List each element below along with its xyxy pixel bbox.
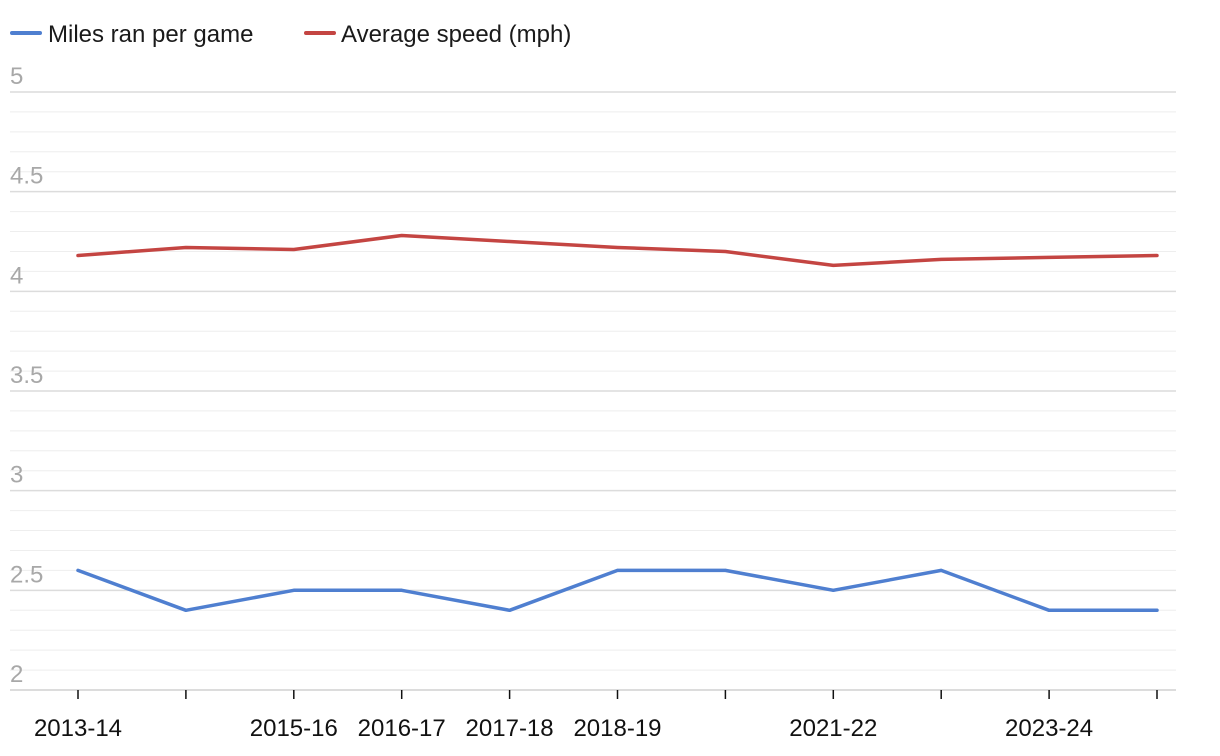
data-point bbox=[1047, 255, 1051, 259]
x-tick-label: 2021-22 bbox=[789, 715, 877, 742]
grid-lines bbox=[10, 91, 1176, 691]
data-point bbox=[1155, 608, 1159, 612]
data-point bbox=[939, 568, 943, 572]
data-point bbox=[184, 608, 188, 612]
data-point bbox=[616, 245, 619, 249]
series-lines bbox=[76, 233, 1159, 613]
y-tick-label: 4 bbox=[10, 262, 23, 289]
x-tick-label: 2023-24 bbox=[1005, 715, 1093, 742]
data-point bbox=[400, 234, 404, 238]
y-tick-label: 5 bbox=[10, 63, 23, 90]
x-tick-label: 2016-17 bbox=[358, 715, 446, 742]
legend-entry-miles: Miles ran per game bbox=[10, 21, 253, 48]
data-point bbox=[723, 568, 727, 572]
y-tick-label: 4.5 bbox=[10, 163, 43, 190]
data-point bbox=[508, 240, 512, 243]
y-axis-ticks: 2 2.5 3 3.5 4 4.5 5 bbox=[10, 63, 43, 688]
data-point bbox=[939, 257, 943, 261]
x-tick-label: 2018-19 bbox=[573, 715, 661, 742]
x-axis: 2013-14 2015-16 2016-17 2017-18 2018-19 2021-… bbox=[10, 689, 1176, 742]
data-point bbox=[831, 263, 835, 267]
data-point bbox=[76, 253, 80, 257]
legend-label-speed: Average speed (mph) bbox=[341, 21, 571, 48]
y-tick-label: 2.5 bbox=[10, 561, 43, 588]
data-point bbox=[292, 247, 296, 251]
data-point bbox=[508, 608, 512, 612]
data-point bbox=[1047, 608, 1051, 612]
data-point bbox=[76, 568, 80, 572]
data-point bbox=[1155, 253, 1159, 257]
x-tick-label: 2017-18 bbox=[466, 715, 554, 742]
y-tick-label: 3 bbox=[10, 462, 23, 489]
series-line-1 bbox=[76, 233, 1159, 268]
legend-entry-speed: Average speed (mph) bbox=[304, 21, 571, 48]
data-point bbox=[292, 588, 296, 592]
data-point bbox=[400, 588, 404, 592]
x-tick-label: 2015-16 bbox=[250, 715, 338, 742]
legend-label-miles: Miles ran per game bbox=[48, 21, 253, 48]
data-point bbox=[616, 568, 619, 572]
data-point bbox=[831, 588, 835, 592]
y-tick-label: 2 bbox=[10, 661, 23, 688]
y-tick-label: 3.5 bbox=[10, 362, 43, 389]
x-tick-label: 2013-14 bbox=[34, 715, 122, 742]
data-point bbox=[723, 249, 727, 253]
data-point bbox=[184, 245, 188, 249]
legend: Miles ran per game Average speed (mph) bbox=[10, 21, 571, 48]
